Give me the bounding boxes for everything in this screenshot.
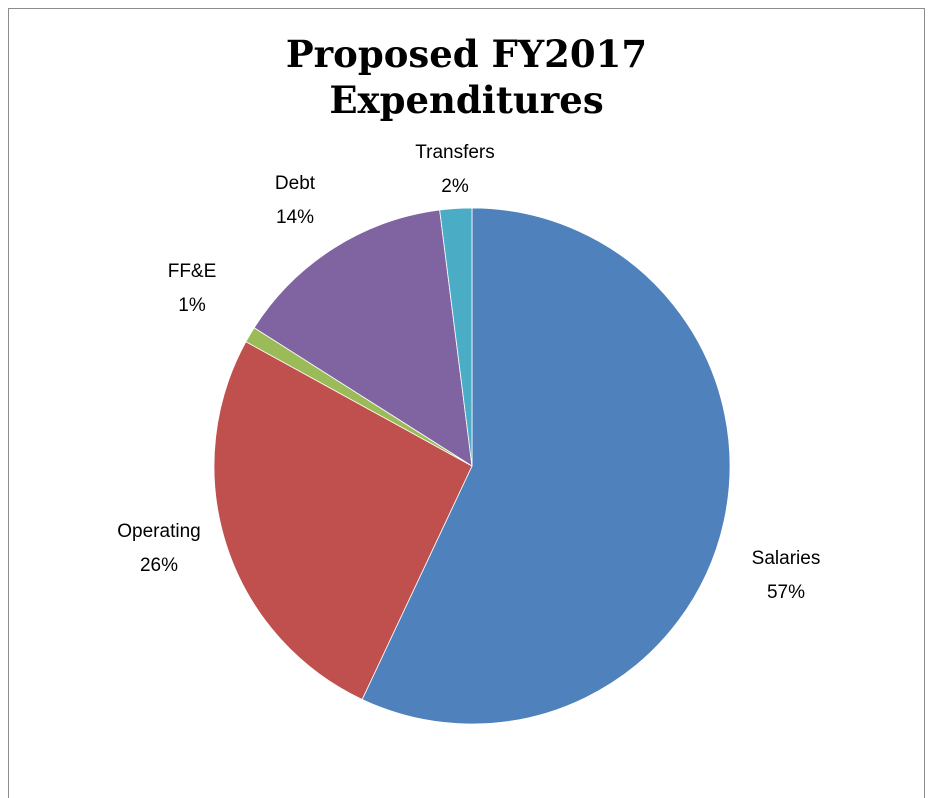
pie-labels: Salaries 57% Operating 26% FF&E 1% Debt 14% Tran… <box>117 142 820 603</box>
chart-title-line-2: Expenditures <box>329 78 604 122</box>
slice-label-ff-e-name: FF&E <box>168 261 217 282</box>
slice-label-debt-name: Debt <box>275 173 316 194</box>
pie-slices <box>213 207 731 725</box>
pie-slice-operating <box>213 341 473 700</box>
chart-title: Proposed FY2017 Expenditures <box>9 31 924 123</box>
slice-label-salaries-percent: 57% <box>767 582 805 603</box>
slice-label-operating-percent: 26% <box>140 555 178 576</box>
pie-slice-transfers <box>439 207 473 467</box>
pie-slice-debt <box>253 209 473 467</box>
slice-label-ff-e-percent: 1% <box>178 295 206 316</box>
slice-label-debt-percent: 14% <box>276 207 314 228</box>
pie-slice-salaries <box>361 207 731 725</box>
slice-label-salaries-name: Salaries <box>752 548 821 569</box>
slice-label-transfers-name: Transfers <box>415 142 495 163</box>
slice-label-transfers-percent: 2% <box>441 176 469 197</box>
slice-label-operating-name: Operating <box>117 521 200 542</box>
chart-title-line-1: Proposed FY2017 <box>285 32 648 76</box>
